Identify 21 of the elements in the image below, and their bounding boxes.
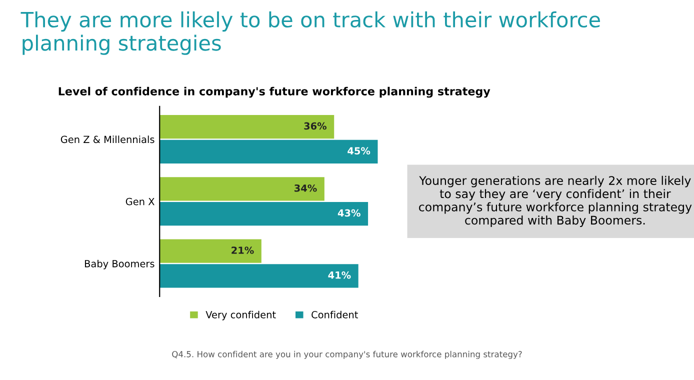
data-label: 36% [304,122,327,130]
legend-label: Very confident [206,310,276,320]
y-tick-label: Gen X [126,198,154,206]
bar [160,264,358,288]
data-label: 41% [328,271,351,279]
data-label: 34% [294,184,317,192]
bar [160,115,334,139]
data-label: 45% [348,147,370,155]
text: Younger generations are nearly 2x more likely to say they are ‘very confident’ in their company’s future workforce planning strategy compared with Baby Boomers. [419,176,692,227]
data-label: 43% [338,209,360,217]
bar [160,177,324,201]
bar [160,202,368,226]
bar [160,239,262,263]
y-tick-label: Gen Z & Millennials [60,136,154,144]
legend-label: Confident [312,310,358,318]
chart-subtitle: Level of confidence in company's future workforce planning strategy [58,86,490,98]
data-label: 21% [232,246,254,254]
y-tick-label: Baby Boomers [84,260,154,270]
bar [160,140,378,164]
chart-title: They are more likely to be on track with their workforce planning strategies [20,11,600,55]
text: Q4.5. How confident are you in your company's future workforce planning strategy? [172,350,522,359]
